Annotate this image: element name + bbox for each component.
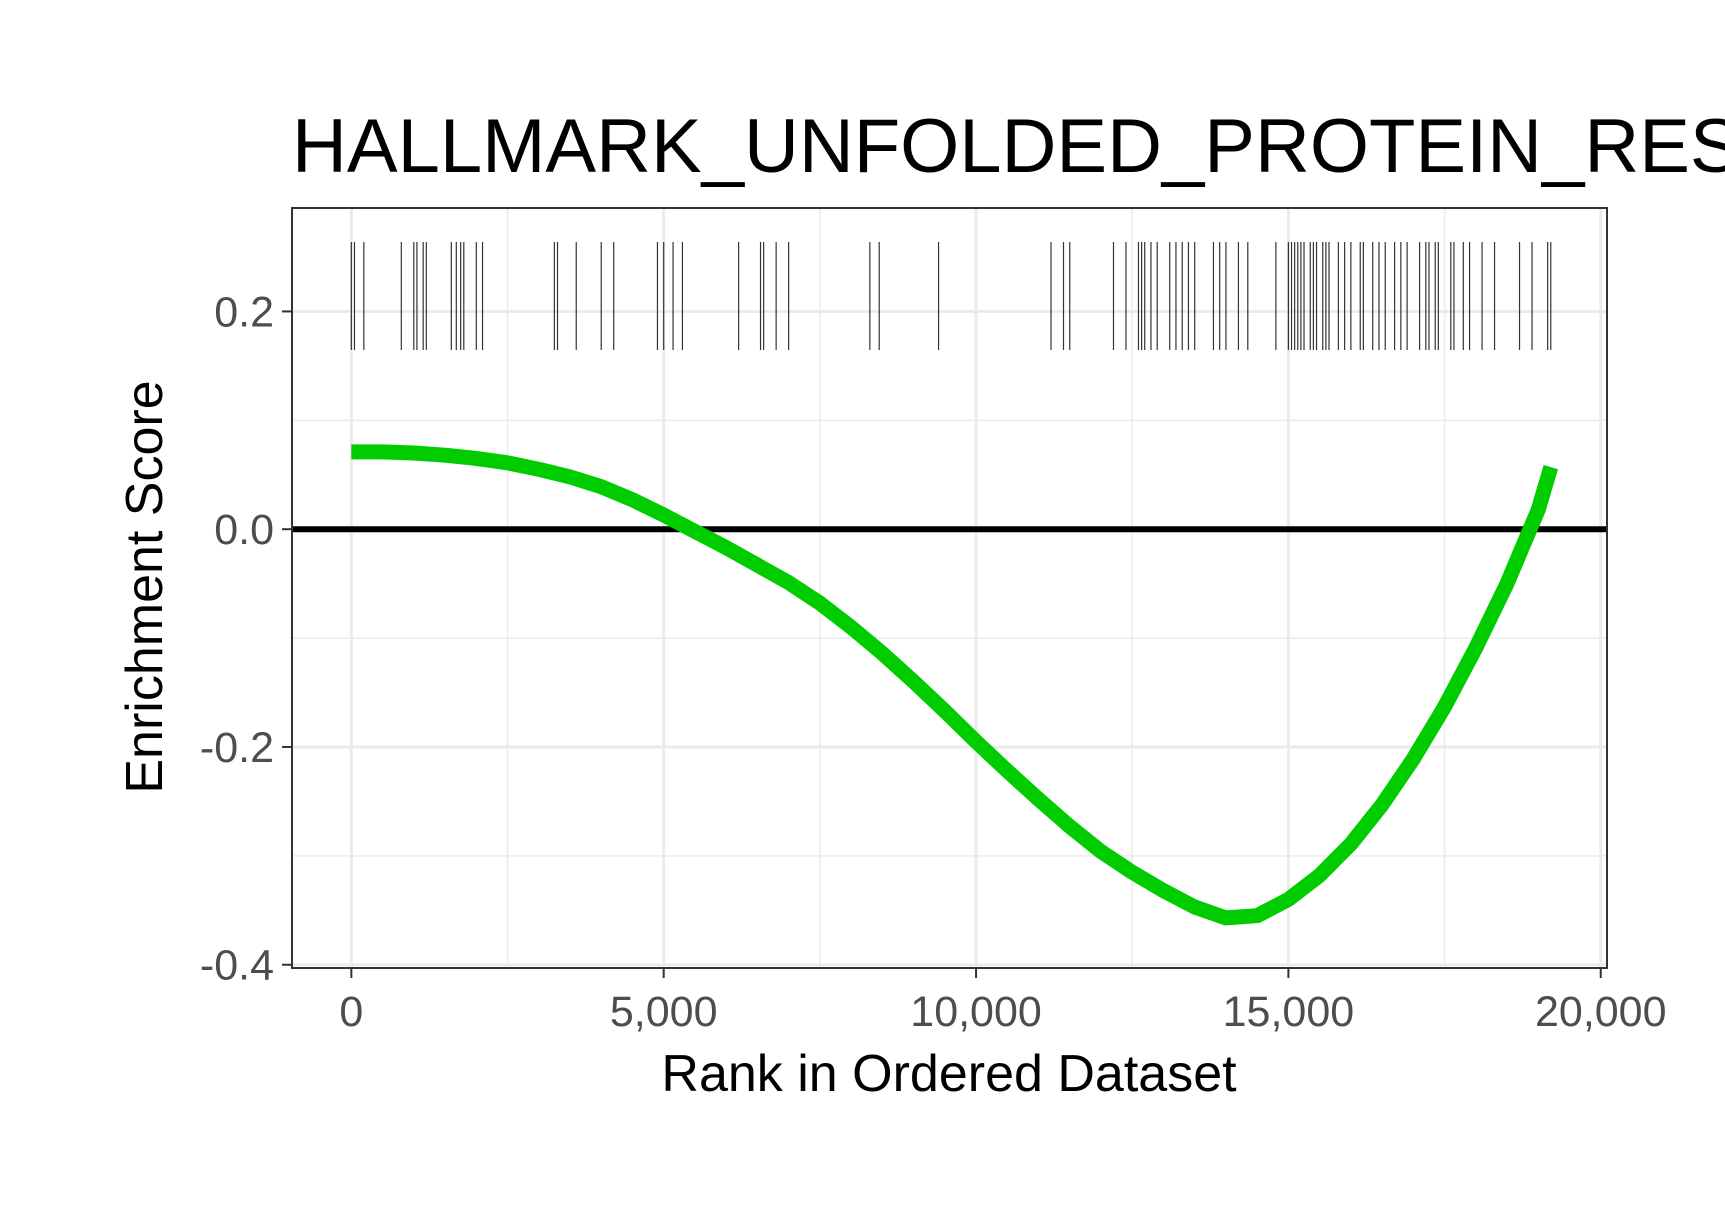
y-tick-label: -0.4 [200,942,274,990]
x-tick-label: 5,000 [610,988,718,1036]
x-tick-label: 10,000 [910,988,1042,1036]
y-axis-label: Enrichment Score [116,380,174,793]
plot-panel-border [291,207,1608,969]
grid-lines [292,208,1607,968]
y-tick-label: -0.2 [200,724,274,772]
x-tick-label: 20,000 [1535,988,1667,1036]
x-tick-label: 15,000 [1223,988,1355,1036]
gene-hit-ticks [350,242,1552,350]
x-axis-label: Rank in Ordered Dataset [661,1045,1237,1103]
x-axis-ticks: 0 5,000 10,000 15,000 20,000 [339,968,1667,1036]
y-tick-label: 0.0 [214,506,274,554]
enrichment-score-line [351,444,1558,926]
chart-title: HALLMARK_UNFOLDED_PROTEIN_RESPONSE [292,104,1725,189]
y-tick-label: 0.2 [214,288,274,336]
y-axis-ticks: -0.4 -0.2 0.0 0.2 [200,288,292,990]
x-tick-label: 0 [339,988,363,1036]
